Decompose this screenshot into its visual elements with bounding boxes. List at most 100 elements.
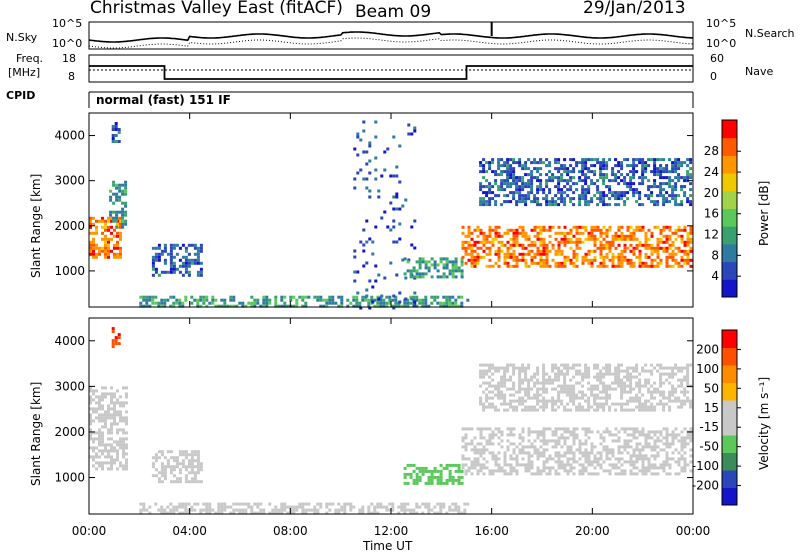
velocity-cell bbox=[683, 469, 687, 473]
velocity-cell bbox=[488, 427, 492, 431]
velocity-cell bbox=[566, 451, 570, 455]
power-cell bbox=[506, 249, 510, 253]
velocity-cell bbox=[101, 416, 104, 420]
velocity-cell bbox=[680, 384, 684, 388]
power-cell bbox=[557, 182, 561, 186]
velocity-cell bbox=[509, 433, 513, 437]
velocity-cell bbox=[439, 475, 443, 479]
power-cell bbox=[644, 255, 648, 259]
power-cell bbox=[169, 255, 173, 259]
velocity-cell bbox=[686, 381, 690, 385]
power-cell bbox=[668, 176, 672, 180]
power-cell bbox=[620, 167, 624, 171]
velocity-cell bbox=[548, 472, 552, 476]
velocity-cell bbox=[542, 402, 546, 406]
velocity-cell bbox=[599, 372, 603, 376]
velocity-cell bbox=[187, 462, 191, 466]
velocity-cell bbox=[524, 451, 528, 455]
velocity-cell bbox=[530, 460, 534, 464]
power-cell bbox=[491, 158, 495, 162]
velocity-cell bbox=[614, 375, 618, 379]
velocity-cell bbox=[512, 387, 516, 391]
velocity-cell bbox=[512, 384, 516, 388]
velocity-cell bbox=[506, 408, 510, 412]
velocity-cell bbox=[671, 451, 675, 455]
power-cell bbox=[536, 225, 540, 229]
power-cell bbox=[491, 243, 495, 247]
velocity-cell bbox=[563, 436, 567, 440]
velocity-cell bbox=[680, 445, 684, 449]
power-cell bbox=[524, 167, 528, 171]
velocity-cell bbox=[569, 463, 573, 467]
velocity-cell bbox=[328, 508, 332, 512]
velocity-cell bbox=[593, 375, 597, 379]
velocity-cell bbox=[647, 381, 651, 385]
velocity-cell bbox=[638, 384, 642, 388]
velocity-cell bbox=[193, 453, 197, 457]
power-cell bbox=[635, 246, 639, 250]
velocity-cell bbox=[503, 375, 507, 379]
velocity-cell bbox=[286, 511, 290, 515]
velocity-cell bbox=[542, 408, 546, 412]
power-cell bbox=[536, 246, 540, 250]
velocity-cell bbox=[545, 390, 549, 394]
power-cell bbox=[187, 264, 191, 268]
velocity-cell bbox=[644, 469, 648, 473]
velocity-cell bbox=[656, 390, 660, 394]
velocity-cell bbox=[674, 390, 678, 394]
power-cell bbox=[114, 122, 118, 125]
velocity-cell bbox=[491, 430, 495, 434]
velocity-cell bbox=[584, 366, 588, 370]
power-colorbar-label: 24 bbox=[704, 165, 719, 179]
velocity-cell bbox=[602, 436, 606, 440]
power-cell bbox=[476, 258, 480, 262]
power-cell bbox=[683, 252, 687, 256]
velocity-cell bbox=[101, 443, 104, 447]
velocity-cell bbox=[412, 481, 416, 485]
power-cell bbox=[542, 197, 546, 201]
velocity-cell bbox=[608, 396, 612, 400]
power-cell bbox=[638, 203, 642, 207]
velocity-cell bbox=[542, 448, 546, 452]
power-cell bbox=[494, 170, 498, 174]
power-cell bbox=[524, 164, 528, 168]
velocity-cell bbox=[512, 381, 516, 385]
power-cell bbox=[527, 179, 531, 183]
velocity-cell bbox=[629, 433, 633, 437]
power-cell bbox=[331, 301, 335, 305]
velocity-cell bbox=[593, 396, 597, 400]
power-cell bbox=[412, 266, 416, 270]
power-cell bbox=[605, 173, 609, 177]
power-cell bbox=[569, 164, 573, 168]
velocity-cell bbox=[623, 442, 627, 446]
velocity-cell bbox=[163, 474, 167, 478]
power-cell bbox=[524, 258, 528, 262]
velocity-cell bbox=[689, 433, 693, 437]
velocity-cell bbox=[599, 457, 603, 461]
power-cell bbox=[461, 225, 465, 229]
velocity-cell bbox=[614, 402, 618, 406]
velocity-cell bbox=[319, 502, 323, 506]
power-cell bbox=[116, 252, 119, 256]
power-cell bbox=[584, 176, 588, 180]
power-cell bbox=[644, 237, 648, 241]
velocity-cell bbox=[653, 445, 657, 449]
power-cell bbox=[665, 264, 669, 268]
power-cell bbox=[118, 195, 122, 199]
velocity-cell bbox=[671, 393, 675, 397]
power-cell bbox=[202, 298, 206, 302]
velocity-cell bbox=[554, 372, 558, 376]
power-cell bbox=[653, 173, 657, 177]
power-cell bbox=[466, 298, 470, 302]
power-cell bbox=[148, 304, 152, 308]
velocity-cell bbox=[521, 408, 525, 412]
velocity-cell bbox=[301, 505, 305, 509]
power-cell bbox=[557, 203, 561, 207]
power-cell bbox=[518, 200, 522, 204]
velocity-cell bbox=[125, 437, 128, 441]
power-cell bbox=[656, 243, 660, 247]
power-cell bbox=[439, 257, 443, 261]
power-cell bbox=[488, 200, 492, 204]
power-cell bbox=[389, 201, 393, 205]
power-cell bbox=[581, 167, 585, 171]
